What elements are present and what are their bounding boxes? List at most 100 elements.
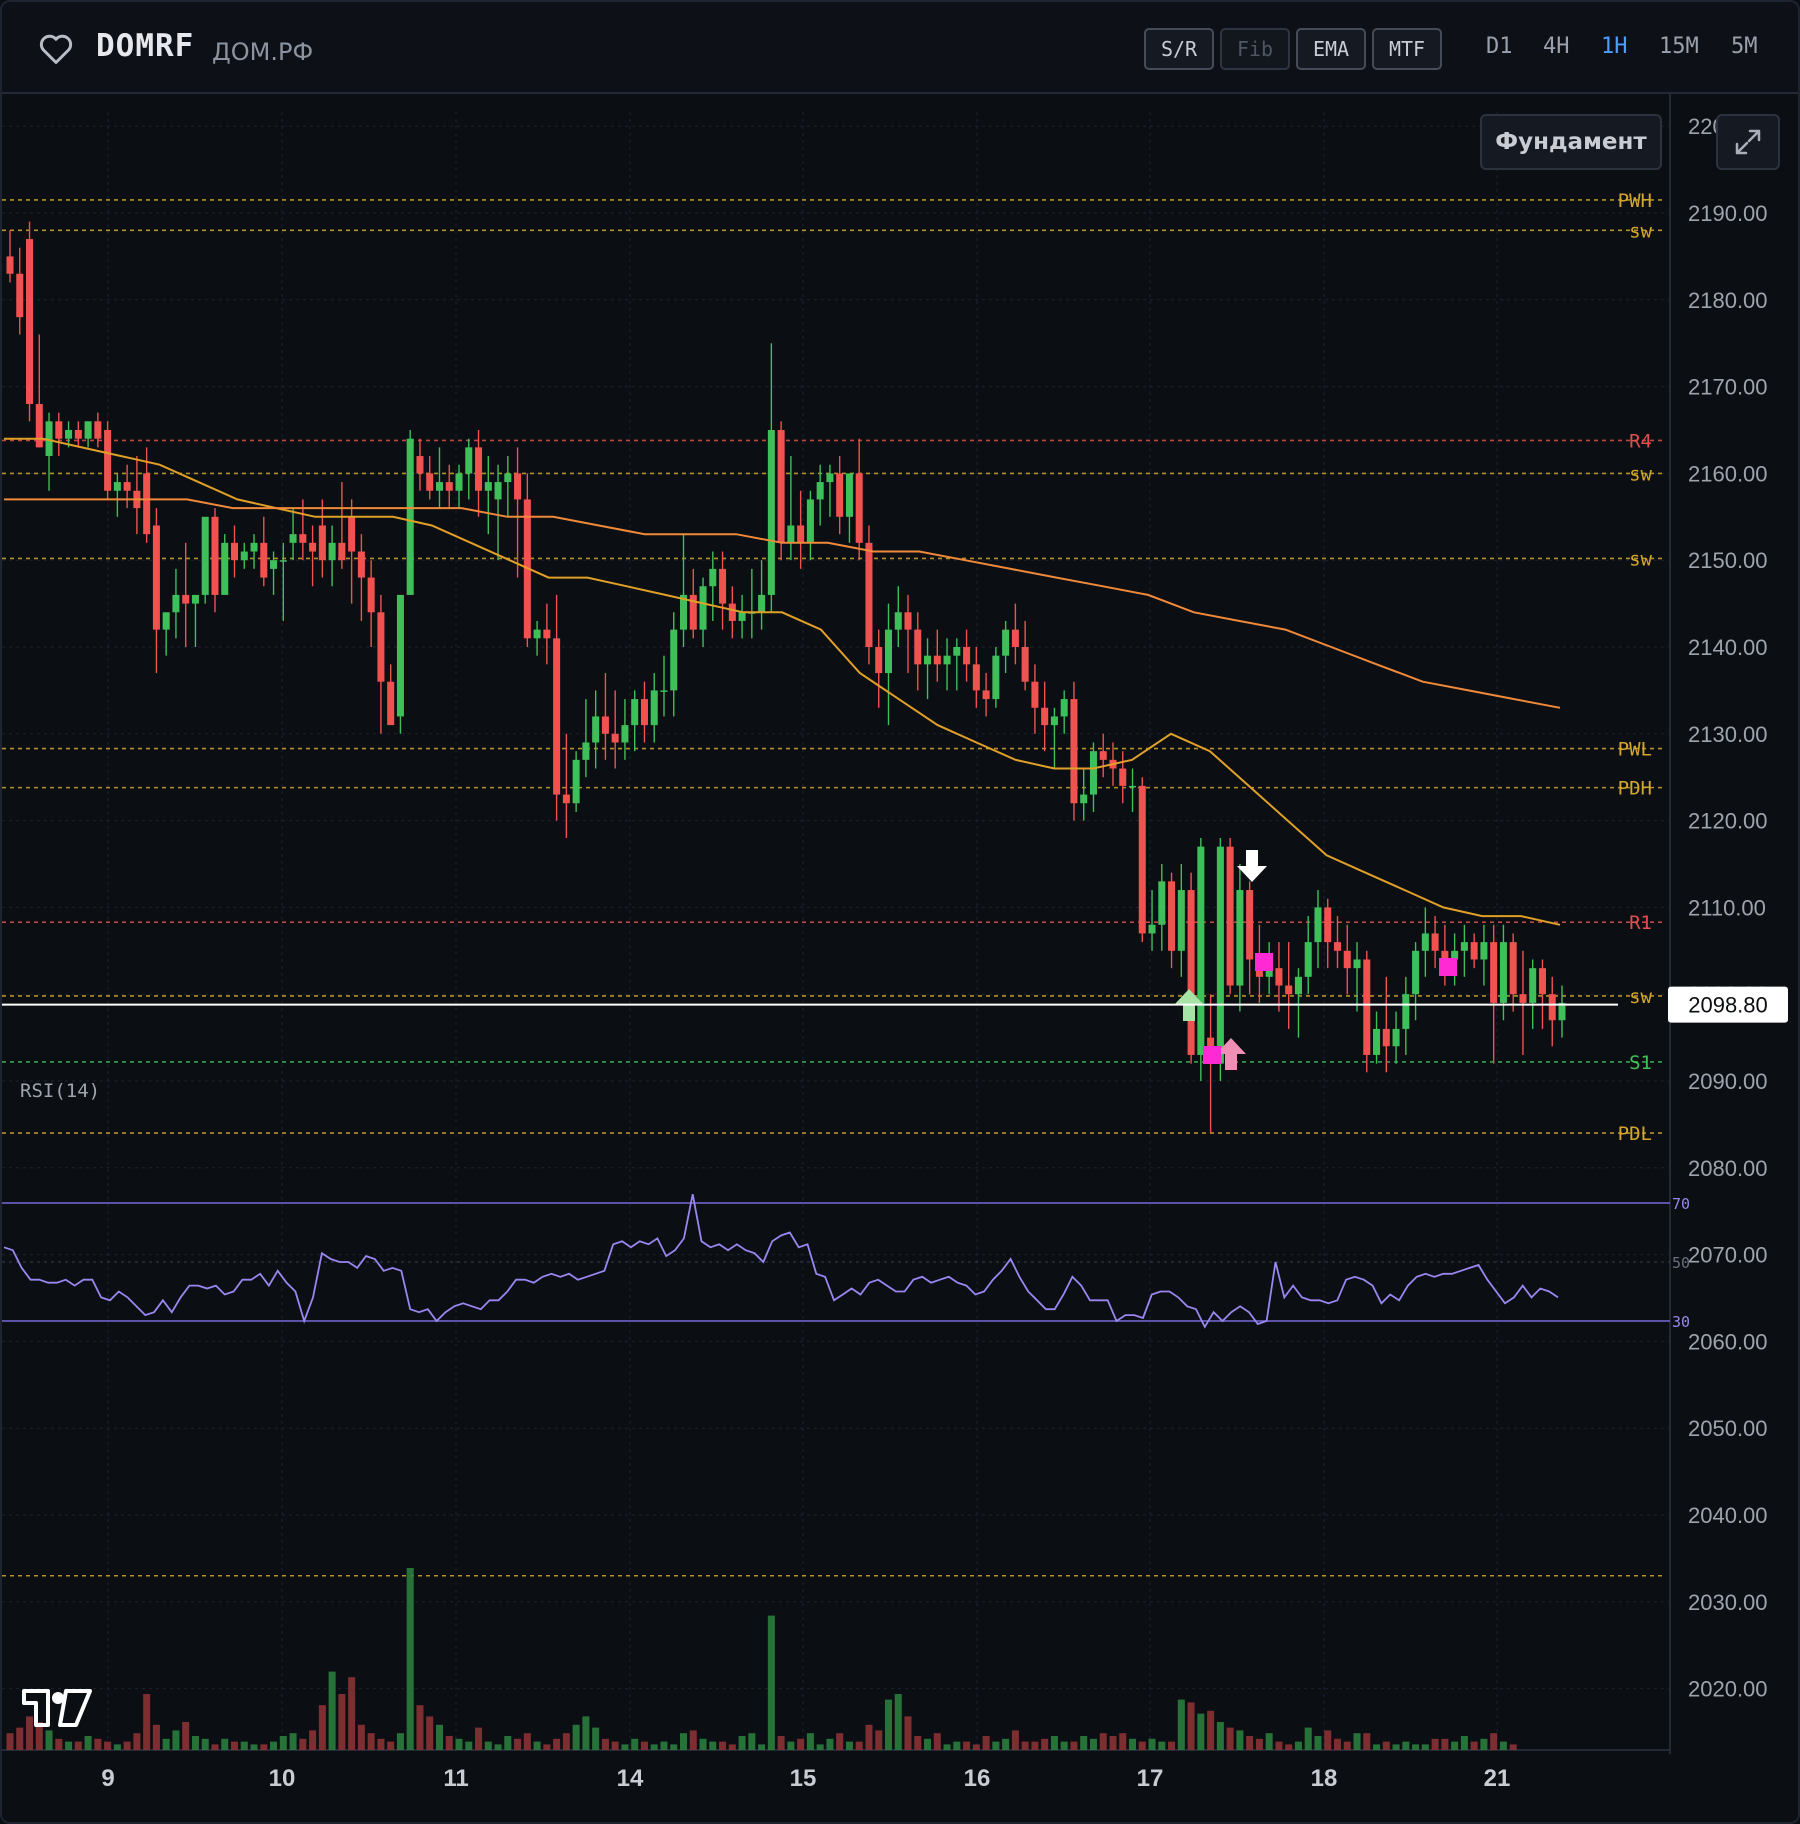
volume-bar [211, 1744, 219, 1750]
volume-bar [758, 1744, 766, 1750]
candle-body [719, 568, 727, 604]
volume-bar [1187, 1702, 1195, 1750]
candle-body [1558, 1002, 1566, 1021]
volume-bar [289, 1733, 297, 1750]
y-axis-label: 2140.00 [1688, 635, 1768, 660]
heart-icon[interactable] [38, 32, 74, 66]
candle-body [94, 421, 102, 439]
volume-bar [279, 1736, 287, 1750]
candle-body [816, 482, 824, 500]
candle-body [1226, 846, 1234, 986]
volume-bar [845, 1741, 853, 1750]
volume-bar [963, 1741, 971, 1750]
candle-body [572, 759, 580, 804]
volume-bar [426, 1716, 434, 1750]
candle-body [1294, 976, 1302, 995]
candle-body [1050, 716, 1058, 726]
timeframe-1h[interactable]: 1H [1601, 34, 1628, 59]
volume-bar [914, 1736, 922, 1750]
timeframe-15m[interactable]: 15M [1659, 34, 1699, 59]
volume-bar [182, 1722, 190, 1750]
volume-bar [1392, 1744, 1400, 1750]
y-axis-label: 2190.00 [1688, 201, 1768, 226]
candle-body [494, 482, 502, 500]
volume-bar [143, 1694, 151, 1750]
volume-bar [172, 1730, 180, 1750]
candle-body [1480, 942, 1488, 960]
volume-bar [611, 1741, 619, 1750]
candle-body [1382, 1028, 1390, 1047]
volume-bar [797, 1738, 805, 1750]
timeframe-4h[interactable]: 4H [1543, 34, 1570, 59]
volume-bar [1216, 1722, 1224, 1750]
candle-body [670, 629, 678, 691]
signal-square [1439, 958, 1457, 976]
volume-bar [26, 1716, 34, 1750]
candle-body [621, 725, 629, 743]
volume-bar [709, 1741, 717, 1750]
x-axis-label: 11 [443, 1765, 468, 1792]
candle-body [1363, 959, 1371, 1055]
candle-body [1187, 890, 1195, 1055]
volume-bar [1011, 1730, 1019, 1750]
volume-bar [1412, 1744, 1420, 1750]
toggle-sr-button[interactable]: S/R [1144, 28, 1214, 70]
candle-body [1548, 994, 1556, 1021]
candle-body [992, 655, 1000, 700]
volume-bar [699, 1738, 707, 1750]
price-chart[interactable]: 2200.002190.002180.002170.002160.002150.… [2, 94, 1800, 1824]
candle-body [699, 586, 707, 630]
volume-bar [1304, 1727, 1312, 1750]
volume-bar [748, 1733, 756, 1750]
candle-body [162, 612, 170, 630]
volume-bar [1255, 1738, 1263, 1750]
candle-body [1031, 681, 1039, 708]
volume-bar [299, 1738, 307, 1750]
y-axis-label: 2110.00 [1688, 895, 1766, 920]
candle-body [1138, 785, 1146, 934]
candle-body [894, 612, 902, 630]
tradingview-logo [22, 1689, 92, 1727]
volume-bar [787, 1741, 795, 1750]
x-axis-label: 15 [790, 1765, 817, 1792]
candle-body [1216, 846, 1224, 1064]
level-label: sw [1629, 986, 1652, 1008]
volume-bar [1021, 1741, 1029, 1750]
volume-bar [1041, 1738, 1049, 1750]
ticker-symbol: DOMRF [96, 28, 195, 64]
candle-body [1119, 768, 1127, 786]
candle-body [1529, 968, 1537, 1003]
volume-bar [1441, 1738, 1449, 1750]
candle-body [1441, 950, 1449, 960]
volume-bar [1265, 1733, 1273, 1750]
candle-body [660, 690, 668, 692]
candle-body [933, 655, 941, 665]
toggle-ema-button[interactable]: EMA [1296, 28, 1366, 70]
volume-bar [1138, 1741, 1146, 1750]
toggle-mtf-button[interactable]: MTF [1372, 28, 1442, 70]
volume-bar [74, 1741, 82, 1750]
volume-bar [650, 1744, 658, 1750]
volume-bar [953, 1741, 961, 1750]
toggle-fib-button[interactable]: Fib [1220, 28, 1290, 70]
volume-bar [1499, 1741, 1507, 1750]
candle-body [1285, 985, 1293, 995]
y-axis-label: 2040.00 [1688, 1503, 1768, 1528]
ema-fast-line [4, 437, 1561, 926]
candle-body [357, 551, 365, 578]
timeframe-5m[interactable]: 5M [1731, 34, 1758, 59]
timeframe-d1[interactable]: D1 [1486, 34, 1513, 59]
volume-bar [1294, 1741, 1302, 1750]
expand-button[interactable] [1716, 114, 1780, 170]
volume-bar [6, 1733, 14, 1750]
candle-body [445, 482, 453, 491]
candle-body [6, 256, 14, 274]
candle-body [435, 482, 443, 491]
candle-body [601, 716, 609, 734]
fundament-button[interactable]: Фундамент [1480, 114, 1662, 170]
candle-body [318, 525, 326, 561]
level-label: S1 [1629, 1052, 1652, 1074]
candle-body [875, 647, 883, 674]
candle-body [348, 516, 356, 552]
